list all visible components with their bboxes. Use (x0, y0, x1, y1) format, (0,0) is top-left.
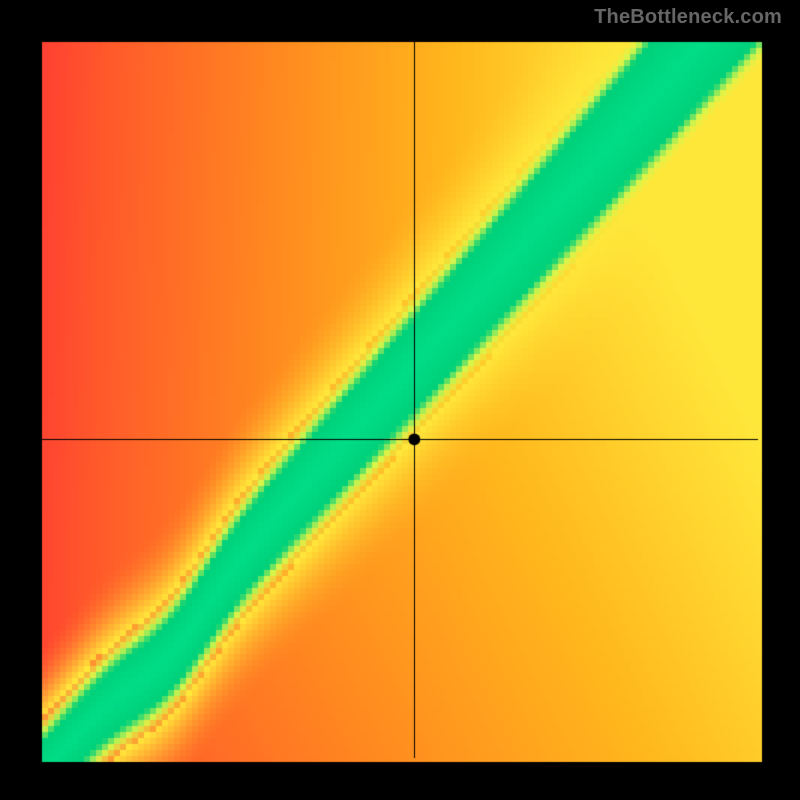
chart-container: TheBottleneck.com (0, 0, 800, 800)
bottleneck-heatmap (0, 0, 800, 800)
attribution-text: TheBottleneck.com (594, 6, 782, 29)
